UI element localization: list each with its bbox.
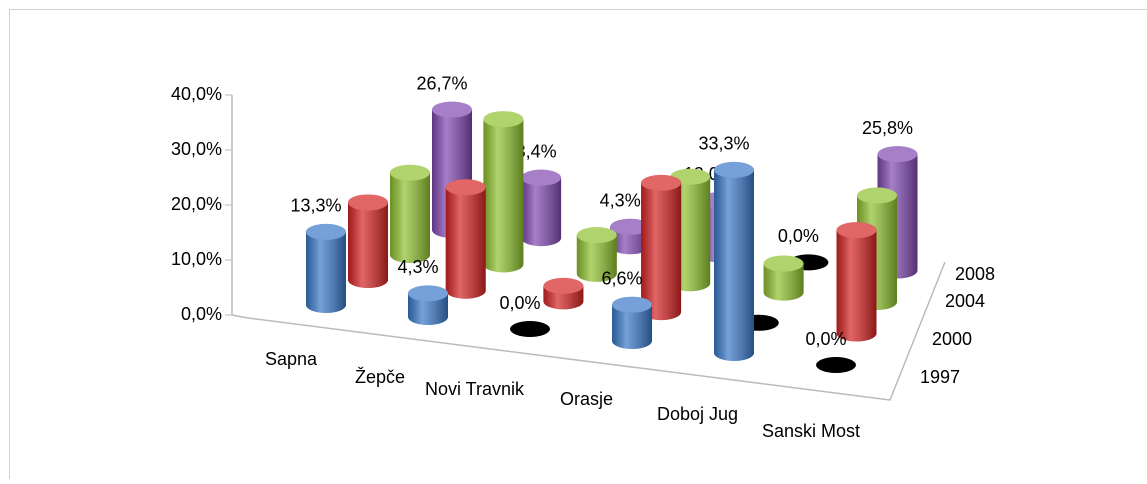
y-tick-label: 10,0% bbox=[171, 249, 222, 269]
cylinder-shade bbox=[837, 230, 877, 341]
cylinder-top-light bbox=[878, 146, 918, 162]
y-tick-label: 40,0% bbox=[171, 84, 222, 104]
cylinder bbox=[510, 321, 550, 337]
cylinder-base bbox=[510, 321, 550, 337]
cylinder bbox=[764, 256, 804, 301]
cylinder-top-light bbox=[543, 278, 583, 294]
data-label: 0,0% bbox=[499, 293, 540, 313]
cylinder-top-light bbox=[641, 175, 681, 191]
x-tick-label: Sapna bbox=[265, 349, 318, 369]
cylinder bbox=[837, 222, 877, 341]
cylinder bbox=[641, 175, 681, 320]
cylinder bbox=[348, 194, 388, 288]
cylinder bbox=[543, 278, 583, 310]
cylinder bbox=[408, 285, 448, 325]
cylinder bbox=[816, 357, 856, 373]
y-tick-label: 20,0% bbox=[171, 194, 222, 214]
cylinder-top-light bbox=[390, 165, 430, 181]
cylinder-shade bbox=[521, 178, 561, 246]
cylinder-top-light bbox=[837, 222, 877, 238]
cylinder-shade bbox=[390, 173, 430, 263]
cylinder-top-light bbox=[483, 111, 523, 127]
cylinder-top-light bbox=[432, 102, 472, 118]
data-label: 4,3% bbox=[600, 191, 641, 211]
cylinder-shade bbox=[483, 119, 523, 272]
cylinder-top-light bbox=[446, 179, 486, 195]
legend-label: 2000 bbox=[932, 329, 972, 349]
data-label: 4,3% bbox=[397, 257, 438, 277]
cylinder-top-light bbox=[348, 194, 388, 210]
cylinder bbox=[521, 170, 561, 246]
cylinder bbox=[390, 165, 430, 263]
data-label: 33,3% bbox=[698, 134, 749, 154]
data-label: 26,7% bbox=[416, 73, 467, 93]
x-tick-label: Novi Travnik bbox=[425, 379, 525, 399]
cylinder bbox=[446, 179, 486, 298]
cylinder-top-light bbox=[577, 227, 617, 243]
cylinder-shade bbox=[714, 170, 754, 361]
cylinder-top-light bbox=[714, 162, 754, 178]
y-tick-label: 30,0% bbox=[171, 139, 222, 159]
x-tick-label: Doboj Jug bbox=[657, 404, 738, 424]
cylinder bbox=[483, 111, 523, 272]
cylinder bbox=[306, 224, 346, 313]
data-label: 13,3% bbox=[290, 196, 341, 216]
legend-label: 2004 bbox=[945, 291, 985, 311]
data-label: 6,6% bbox=[601, 268, 642, 288]
cylinder-top-light bbox=[521, 170, 561, 186]
data-label: 0,0% bbox=[778, 226, 819, 246]
cylinder-top-light bbox=[764, 256, 804, 272]
cylinder bbox=[714, 162, 754, 361]
cylinder-shade bbox=[306, 232, 346, 313]
data-label: 25,8% bbox=[862, 118, 913, 138]
cylinder-shade bbox=[446, 187, 486, 298]
legend-label: 2008 bbox=[955, 264, 995, 284]
legend-label: 1997 bbox=[920, 367, 960, 387]
cylinder-top-light bbox=[306, 224, 346, 240]
cylinder-base bbox=[816, 357, 856, 373]
data-label: 0,0% bbox=[805, 329, 846, 349]
y-tick-label: 0,0% bbox=[181, 304, 222, 324]
x-tick-label: Sanski Most bbox=[762, 421, 860, 441]
cylinder-top-light bbox=[857, 188, 897, 204]
cylinder-top-light bbox=[612, 297, 652, 313]
cylinder bbox=[612, 297, 652, 349]
cylinder-shade bbox=[348, 202, 388, 288]
cylinder-top-light bbox=[408, 285, 448, 301]
x-tick-label: Orasje bbox=[560, 389, 613, 409]
x-tick-label: Žepče bbox=[355, 367, 405, 387]
